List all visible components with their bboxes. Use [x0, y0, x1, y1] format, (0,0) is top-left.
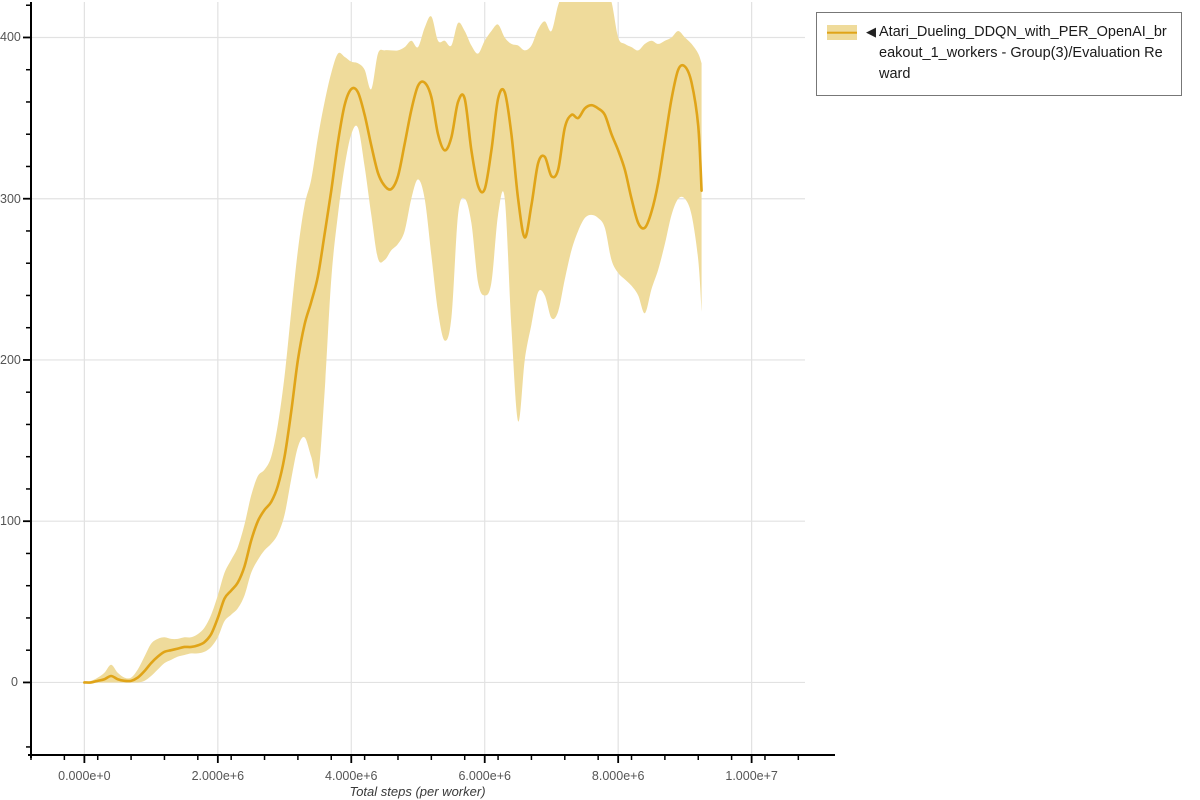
left-triangle-icon: ◀	[866, 24, 876, 39]
y-tick-label: 200	[0, 352, 21, 367]
y-tick-label: 0	[11, 675, 18, 690]
x-tick-label: 4.000e+6	[325, 769, 378, 783]
x-tick-label: 0.000e+0	[58, 769, 111, 783]
axis-lines-and-ticks	[23, 2, 835, 763]
legend-label: Atari_Dueling_DDQN_with_PER_OpenAI_break…	[879, 24, 1167, 82]
legend[interactable]: ◀ Atari_Dueling_DDQN_with_PER_OpenAI_bre…	[816, 12, 1182, 96]
y-tick-label: 400	[0, 30, 21, 45]
confidence-band	[84, 2, 702, 683]
x-axis-title: Total steps (per worker)	[349, 784, 486, 799]
x-tick-label: 2.000e+6	[191, 769, 245, 783]
legend-swatch-icon	[827, 23, 857, 42]
x-tick-label: 8.000e+6	[591, 769, 645, 783]
x-tick-label: 1.000e+7	[725, 769, 778, 783]
x-tick-label: 6.000e+6	[458, 769, 511, 783]
legend-line-swatch	[827, 31, 857, 34]
legend-entry[interactable]: ◀ Atari_Dueling_DDQN_with_PER_OpenAI_bre…	[827, 22, 1171, 85]
y-tick-label: 100	[0, 514, 21, 529]
series-line	[83, 63, 703, 684]
y-tick-label: 300	[0, 191, 21, 206]
